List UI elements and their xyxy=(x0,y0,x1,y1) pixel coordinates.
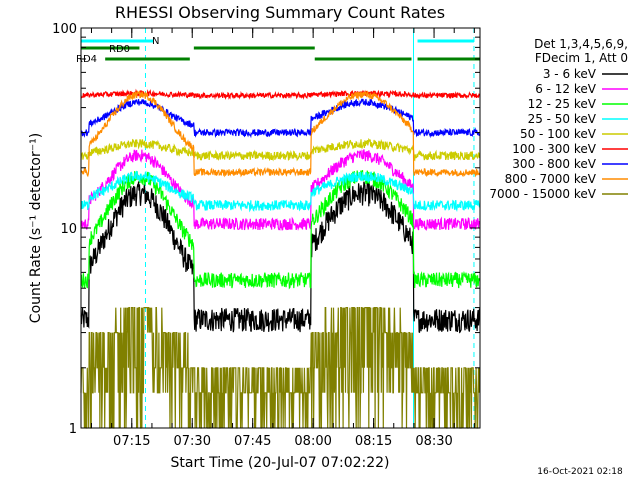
legend-entry-label: 25 - 50 keV xyxy=(528,112,597,126)
legend-entry-label: 800 - 7000 keV xyxy=(505,172,597,186)
legend-header-2: FDecim 1, Att 0 xyxy=(535,51,628,65)
series-line xyxy=(80,170,481,213)
legend-entry-label: 300 - 800 keV xyxy=(512,157,596,171)
plot-area xyxy=(80,28,481,429)
x-tick-label: 07:45 xyxy=(234,434,271,449)
footer-date: 16-Oct-2021 02:18 xyxy=(537,467,623,477)
x-tick-label: 07:30 xyxy=(174,434,211,449)
y-tick-label: 100 xyxy=(52,22,77,37)
legend-entry-label: 50 - 100 keV xyxy=(520,127,597,141)
chart-title: RHESSI Observing Summary Count Rates xyxy=(115,3,445,22)
flag-label: RD4 xyxy=(76,54,97,65)
y-axis: 1 10 100 xyxy=(52,22,480,437)
series-line xyxy=(80,149,481,232)
legend-entry-label: 6 - 12 keV xyxy=(535,82,597,96)
x-tick-label: 08:15 xyxy=(355,434,392,449)
y-tick-label: 10 xyxy=(60,222,77,237)
x-axis: 07:15 07:30 07:45 08:00 08:15 08:30 xyxy=(90,28,475,449)
series-line xyxy=(80,307,481,429)
legend: Det 1,3,4,5,6,9, FDecim 1, Att 0 3 - 6 k… xyxy=(489,37,628,201)
legend-entry-label: 7000 - 15000 keV xyxy=(489,187,596,201)
series-line xyxy=(80,170,481,290)
x-tick-label: 08:00 xyxy=(294,434,331,449)
x-tick-label: 08:30 xyxy=(415,434,452,449)
series-line xyxy=(80,98,481,139)
flag-label: N xyxy=(152,36,159,47)
series-line xyxy=(80,90,481,178)
x-tick-label: 07:15 xyxy=(113,434,150,449)
legend-header-1: Det 1,3,4,5,6,9, xyxy=(534,37,628,51)
legend-entry-label: 12 - 25 keV xyxy=(528,97,597,111)
x-axis-label: Start Time (20-Jul-07 07:02:22) xyxy=(170,455,389,471)
y-tick-label: 1 xyxy=(69,422,77,437)
y-axis-label: Count Rate (s⁻¹ detector⁻¹) xyxy=(28,133,44,323)
legend-entry-label: 3 - 6 keV xyxy=(543,67,597,81)
legend-entry-label: 100 - 300 keV xyxy=(512,142,596,156)
status-flags: RD0 RD4 N xyxy=(76,36,480,65)
flag-label: RD0 xyxy=(109,44,130,55)
